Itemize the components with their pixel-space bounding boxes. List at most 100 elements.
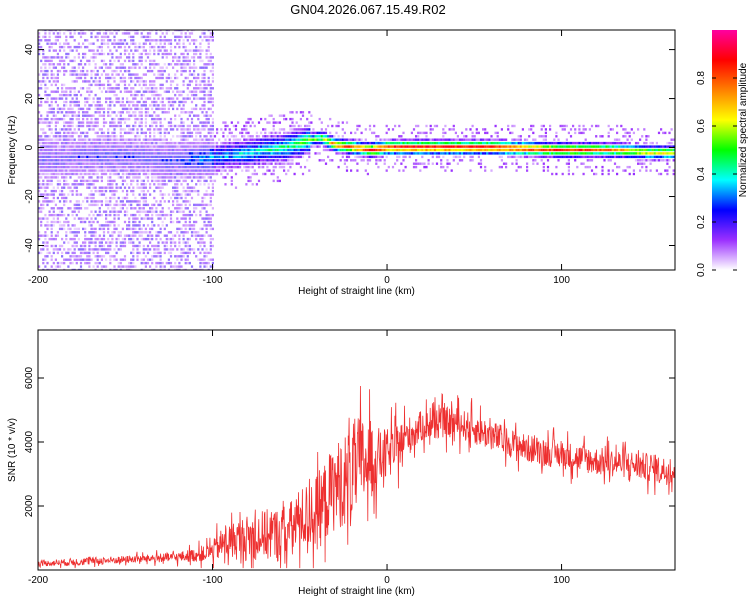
heatmap-cell [188,42,191,45]
heatmap-cell [306,131,309,135]
heatmap-cell [73,258,76,261]
heatmap-cell [364,128,367,131]
heatmap-cell [180,100,183,104]
heatmap-cell [136,135,139,138]
heatmap-cell [502,138,506,141]
heatmap-cell [195,66,198,69]
heatmap-cell [180,258,183,261]
heatmap-cell [130,138,133,141]
heatmap-cell [360,152,363,155]
heatmap-cell [163,45,166,49]
heatmap-cell [237,155,240,159]
heatmap-cell [75,152,78,155]
heatmap-cell [176,152,179,155]
heatmap-cell [153,131,156,135]
heatmap-cell [144,200,147,203]
heatmap-cell [190,148,194,152]
heatmap-cell [237,138,240,141]
heatmap-cell [73,141,76,145]
heatmap-cell [117,172,120,176]
heatmap-cell [182,45,185,49]
heatmap-cell [121,183,124,186]
heatmap-cell [260,152,263,155]
heatmap-cell [77,155,80,159]
heatmap-cell [82,121,85,124]
heatmap-cell [140,117,143,121]
heatmap-cell [115,93,118,97]
heatmap-cell [138,148,141,152]
heatmap-cell [119,69,122,73]
heatmap-cell [408,138,411,141]
heatmap-cell [88,152,91,155]
heatmap-cell [79,141,83,145]
heatmap-cell [96,265,99,268]
heatmap-cell [54,35,57,39]
heatmap-cell [146,176,150,179]
heatmap-cell [92,220,95,224]
heatmap-cell [149,80,152,83]
heatmap-cell [52,237,55,241]
heatmap-cell [123,39,127,42]
heatmap-cell [48,169,51,172]
heatmap-cell [119,45,122,49]
heatmap-cell [278,128,281,131]
heatmap-cell [304,135,307,138]
heatmap-cell [195,131,198,135]
heatmap-cell [331,141,334,145]
heatmap-cell [111,135,114,138]
heatmap-cell [352,138,355,141]
heatmap-cell [498,155,501,159]
heatmap-cell [176,268,179,270]
heatmap-cell [404,152,407,155]
heatmap-cell [433,141,436,145]
heatmap-cell [140,196,143,200]
heatmap-cell [84,241,87,244]
heatmap-cell [396,155,399,159]
heatmap-cell [90,237,93,241]
heatmap-cell [197,193,200,196]
heatmap-cell [211,87,214,90]
heatmap-cell [153,104,156,107]
heatmap-cell [132,87,135,90]
heatmap-cell [96,32,99,35]
heatmap-cell [113,203,116,207]
heatmap-cell [42,128,45,131]
heatmap-cell [151,224,154,227]
heatmap-cell [67,152,70,155]
heatmap-cell [40,169,43,172]
heatmap-cell [136,117,139,121]
heatmap-cell [163,193,166,196]
heatmap-cell [278,165,281,169]
heatmap-cell [107,155,110,159]
heatmap-cell [312,141,315,145]
heatmap-cell [180,107,183,111]
heatmap-cell [167,162,170,165]
heatmap-cell [402,155,405,159]
heatmap-cell [255,141,258,145]
heatmap-cell [347,148,351,152]
heatmap-cell [58,69,62,73]
heatmap-cell [79,148,83,152]
heatmap-cell [176,265,179,268]
heatmap-cell [283,138,286,141]
heatmap-cell [40,45,43,49]
heatmap-cell [163,155,166,159]
heatmap-cell [38,80,41,83]
heatmap-cell [159,165,162,169]
heatmap-cell [42,73,45,76]
heatmap-cell [153,100,156,104]
heatmap-cell [209,39,212,42]
heatmap-cell [157,73,160,76]
heatmap-cell [67,220,70,224]
heatmap-cell [176,155,179,159]
heatmap-cell [450,145,453,148]
heatmap-cell [211,111,214,114]
heatmap-cell [38,152,41,155]
heatmap-cell [190,93,194,97]
heatmap-cell [389,148,392,152]
heatmap-cell [92,162,95,165]
heatmap-cell [50,56,53,59]
heatmap-cell [92,56,95,59]
heatmap-cell [119,261,122,265]
heatmap-cell [84,207,87,210]
